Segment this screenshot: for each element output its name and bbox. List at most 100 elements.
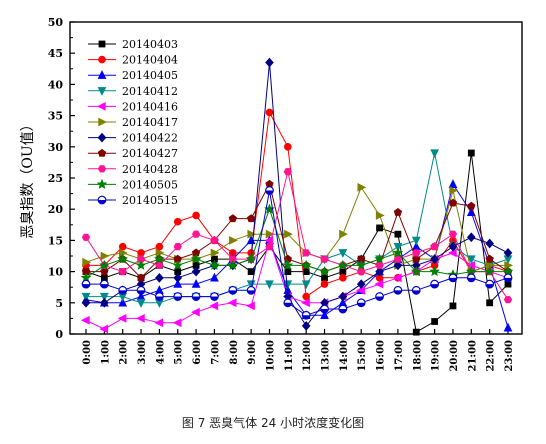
data-point-20140515-20: [448, 273, 458, 283]
data-point-20140416-7: [209, 301, 219, 311]
data-point-20140505-5: [172, 259, 184, 270]
marker-half: [137, 290, 145, 295]
data-point-20140427-18: [412, 254, 421, 263]
data-point-20140417-16: [375, 211, 385, 220]
x-tick-label: 16:00: [376, 340, 387, 372]
data-point-20140515-4: [154, 292, 164, 301]
data-point-20140515-22: [485, 279, 495, 289]
data-point-20140412-0: [81, 292, 91, 302]
legend-label-20140428: 20140428: [122, 163, 178, 176]
legend-marker-20140416: [96, 102, 106, 111]
data-point-20140416-8: [227, 298, 237, 308]
data-point-20140417-1: [100, 251, 110, 261]
data-point-20140428-7: [210, 236, 219, 244]
data-point-20140403-6: [192, 261, 200, 269]
data-point-20140404-8: [228, 249, 237, 257]
legend-label-20140403: 20140403: [122, 38, 178, 51]
data-point-20140422-5: [173, 272, 183, 283]
legend-marker-20140404: [98, 55, 106, 64]
data-point-20140403-18: [412, 328, 420, 336]
legend-marker-20140515: [97, 195, 107, 205]
x-tick-label: 15:00: [357, 340, 368, 372]
legend-label-20140416: 20140416: [122, 100, 178, 113]
x-tick-label: 20:00: [449, 340, 460, 372]
data-point-20140428-5: [173, 243, 182, 251]
data-point-20140404-11: [284, 143, 292, 151]
legend-marker-20140427: [97, 148, 107, 157]
legend-marker-20140403: [98, 40, 106, 48]
data-point-20140515-18: [411, 285, 421, 295]
data-point-20140416-16: [374, 279, 384, 289]
x-tick-label: 7:00: [210, 340, 221, 365]
y-tick-label: 45: [48, 47, 63, 60]
data-point-20140403-9: [247, 268, 255, 275]
marker-half: [375, 296, 384, 301]
data-point-20140427-8: [228, 214, 237, 223]
marker-half: [247, 290, 255, 295]
marker-half: [82, 284, 90, 288]
line-chart: 0 5 10 15 20 25 30 35 40 45 50 恶臭指数（OU值） 0:00 1:00 2:0…: [20, 16, 523, 372]
data-point-20140404-10: [265, 108, 274, 117]
data-point-20140515-17: [393, 285, 403, 295]
legend-label-20140505: 20140505: [122, 178, 178, 191]
marker-half: [228, 290, 237, 295]
data-point-20140428-6: [191, 230, 201, 238]
x-tick-label: 4:00: [155, 340, 166, 365]
marker-half: [339, 309, 347, 313]
data-point-20140417-7: [210, 248, 220, 258]
data-point-20140412-1: [99, 292, 109, 302]
data-point-20140428-23: [503, 296, 513, 304]
legend-label-20140417: 20140417: [122, 116, 178, 129]
data-point-20140412-10: [265, 280, 274, 290]
data-point-20140416-3: [135, 314, 145, 323]
x-tick-label: 18:00: [412, 340, 423, 372]
legend-marker-20140428: [97, 165, 107, 173]
data-point-20140515-6: [191, 292, 201, 301]
data-point-20140412-21: [466, 255, 476, 265]
x-tick-label: 1:00: [100, 340, 111, 365]
y-tick-label: 5: [55, 297, 63, 310]
x-tick-label: 19:00: [431, 340, 442, 372]
data-point-20140422-17: [393, 260, 403, 271]
data-point-20140403-17: [394, 230, 402, 238]
data-point-20140422-1: [100, 297, 109, 308]
marker-half: [98, 200, 106, 204]
data-point-20140505-7: [209, 259, 220, 270]
marker-half: [412, 290, 421, 295]
data-point-20140422-22: [485, 238, 494, 249]
data-point-20140515-15: [356, 298, 366, 308]
data-point-20140422-14: [338, 291, 348, 302]
data-point-20140416-15: [356, 285, 365, 295]
data-point-20140403-7: [211, 255, 218, 263]
marker-half: [504, 277, 512, 282]
data-point-20140404-2: [118, 242, 127, 251]
data-point-20140417-15: [357, 182, 367, 192]
x-tick-label: 8:00: [229, 340, 240, 365]
marker-half: [449, 277, 457, 282]
data-point-20140422-6: [191, 266, 201, 277]
series-line-20140412: [86, 152, 509, 304]
data-point-20140515-19: [430, 279, 440, 289]
data-point-20140505-14: [337, 259, 349, 270]
data-point-20140403-21: [467, 149, 475, 157]
legend: 20140403 20140404 20140405 20140412 20140416…: [88, 38, 178, 207]
data-point-20140416-1: [99, 324, 109, 334]
data-point-20140403-12: [302, 268, 310, 275]
data-point-20140427-3: [136, 273, 146, 282]
data-point-20140515-1: [99, 279, 109, 289]
data-point-20140422-19: [430, 254, 439, 264]
legend-marker-20140412: [97, 87, 107, 96]
legend-label-20140405: 20140405: [122, 69, 178, 82]
data-point-20140505-22: [484, 266, 495, 277]
marker-half: [118, 290, 127, 295]
marker-half: [430, 284, 439, 288]
marker-half: [320, 309, 329, 313]
data-point-20140515-3: [136, 285, 146, 295]
data-point-20140428-10: [265, 243, 274, 251]
data-point-20140515-13: [320, 304, 329, 314]
data-point-20140428-19: [430, 243, 439, 251]
data-point-20140405-20: [448, 179, 458, 188]
marker-half: [467, 277, 476, 282]
x-tick-label: 5:00: [174, 340, 185, 365]
data-point-20140515-5: [173, 292, 183, 301]
